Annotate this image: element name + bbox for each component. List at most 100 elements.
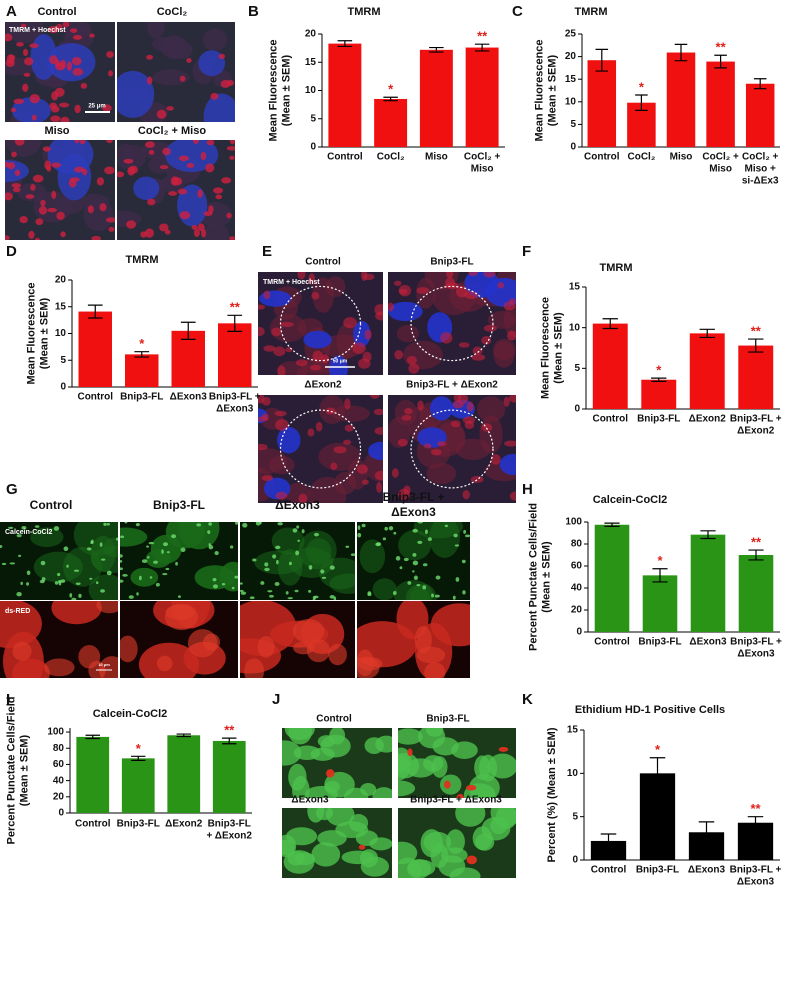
cell-feature	[50, 105, 60, 113]
cell-feature	[306, 639, 331, 663]
bar	[171, 330, 205, 387]
cell-feature	[296, 525, 300, 529]
cell-feature	[199, 201, 232, 228]
x-tick-label: ΔExon3	[170, 392, 208, 403]
y-tick-label: 20	[565, 51, 577, 62]
column-header: ΔExon3	[391, 505, 436, 519]
cell-feature	[358, 358, 371, 369]
bar	[641, 379, 677, 409]
cell-feature	[166, 551, 170, 554]
cell-feature	[203, 223, 230, 240]
cell-feature	[186, 162, 195, 168]
image-content	[258, 395, 383, 503]
cell-feature	[344, 424, 354, 432]
cell-feature	[285, 347, 293, 353]
image-content	[5, 22, 114, 122]
cell-feature	[5, 33, 13, 42]
cell-feature	[106, 570, 112, 576]
cell-feature	[407, 581, 412, 585]
x-tick-label: Bnip3-FL	[638, 637, 681, 648]
cell-feature	[393, 531, 397, 535]
image-title: CoCl₂	[157, 6, 188, 18]
cell-feature	[423, 831, 452, 853]
cell-feature	[130, 567, 159, 587]
cell-feature	[7, 162, 16, 170]
cell-feature	[462, 590, 466, 595]
cell-feature	[479, 415, 503, 454]
cell-feature	[117, 143, 135, 169]
cell-feature	[51, 601, 102, 625]
cell-feature	[277, 365, 286, 375]
cell-feature	[26, 570, 31, 576]
error-bar	[222, 737, 237, 745]
cell-feature	[318, 442, 362, 471]
cell-feature	[78, 645, 101, 669]
cell-feature	[44, 160, 52, 170]
cell-feature	[461, 559, 466, 564]
x-tick-label: Control	[594, 637, 630, 648]
cell-feature	[104, 166, 115, 175]
cell-feature	[96, 601, 118, 614]
cell-feature	[30, 527, 64, 547]
micrograph	[258, 395, 383, 503]
cell-feature	[49, 55, 58, 65]
cell-feature	[124, 522, 128, 524]
cell-feature	[0, 601, 42, 649]
cell-feature	[108, 226, 115, 232]
cell-feature	[108, 70, 114, 77]
cell-feature	[105, 217, 115, 223]
cell-feature	[16, 534, 22, 538]
cell-feature	[301, 529, 305, 534]
image-content	[398, 808, 516, 878]
cell-feature	[434, 594, 440, 598]
image-content	[357, 522, 470, 600]
cell-feature	[19, 215, 28, 224]
bar	[121, 758, 155, 813]
cell-feature	[308, 565, 313, 570]
cell-feature	[23, 48, 28, 57]
cell-feature	[40, 199, 46, 207]
cell-feature	[308, 589, 312, 593]
y-tick-label: 10	[569, 322, 581, 333]
image-content	[0, 601, 118, 678]
cell-feature	[29, 43, 39, 49]
cell-feature	[326, 808, 355, 827]
image-content	[388, 272, 516, 374]
cell-feature	[221, 177, 232, 184]
x-tick-label: Bnip3-FL +	[730, 865, 782, 876]
cell-feature	[313, 532, 320, 537]
cell-feature	[417, 540, 423, 545]
y-tick-label: 5	[572, 811, 578, 822]
cell-feature	[205, 163, 215, 173]
cell-feature	[221, 583, 226, 586]
cell-feature	[78, 593, 82, 598]
error-bar	[602, 318, 618, 330]
image-title: Bnip3-FL	[430, 257, 473, 268]
cell-feature	[170, 176, 179, 186]
cell-feature	[149, 576, 153, 579]
cell-feature	[359, 849, 379, 868]
panel-letter: H	[522, 481, 533, 498]
cell-feature	[41, 577, 46, 582]
cell-feature	[207, 530, 211, 534]
error-bar	[748, 338, 764, 353]
cell-feature	[145, 141, 155, 149]
x-tick-label: Miso	[425, 152, 448, 163]
cell-feature	[43, 658, 75, 677]
cell-feature	[427, 537, 432, 542]
cell-feature	[26, 582, 30, 586]
cell-feature	[305, 538, 332, 565]
micrograph	[357, 522, 470, 600]
y-tick-label: 25	[565, 29, 577, 40]
x-tick-label: Control	[584, 152, 620, 163]
error-bar	[649, 757, 666, 790]
x-tick-label: Bnip3-FL	[117, 819, 160, 830]
cell-feature	[73, 569, 80, 572]
y-tick-label: 0	[572, 855, 578, 866]
cell-feature	[453, 533, 458, 538]
image-content	[398, 728, 516, 798]
cell-feature	[312, 277, 335, 313]
cell-feature	[317, 830, 347, 847]
cell-feature	[69, 28, 78, 33]
